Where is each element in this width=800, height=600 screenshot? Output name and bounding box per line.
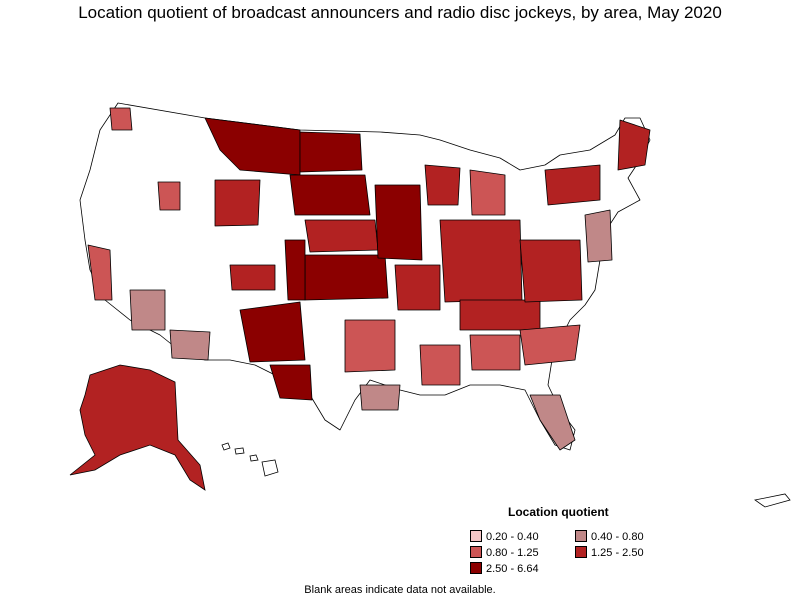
region-north-dakota bbox=[299, 131, 363, 173]
region-oklahoma-texas bbox=[344, 319, 396, 373]
region-kansas bbox=[304, 254, 389, 301]
legend-label: 1.25 - 2.50 bbox=[591, 547, 644, 559]
region-wisconsin bbox=[424, 164, 461, 206]
region-missouri bbox=[394, 264, 441, 311]
region-new-mexico bbox=[239, 301, 306, 363]
legend-swatch bbox=[575, 546, 587, 558]
legend-title: Location quotient bbox=[508, 505, 609, 519]
legend-item: 2.50 - 6.64 bbox=[470, 562, 539, 576]
region-hawaii-1 bbox=[221, 442, 231, 451]
region-carolinas bbox=[519, 324, 581, 366]
legend-label: 2.50 - 6.64 bbox=[486, 563, 539, 575]
region-idaho bbox=[157, 181, 181, 211]
region-mid-atlantic bbox=[584, 209, 613, 263]
region-wyoming bbox=[214, 179, 261, 227]
puerto-rico bbox=[754, 493, 791, 508]
legend-item: 0.40 - 0.80 bbox=[575, 530, 644, 544]
region-alaska bbox=[69, 364, 206, 491]
region-louisiana-ms bbox=[419, 344, 461, 386]
region-az-south bbox=[169, 329, 211, 361]
legend-swatch bbox=[575, 530, 587, 542]
region-hawaii-4 bbox=[261, 459, 279, 477]
region-south-dakota bbox=[289, 174, 371, 216]
region-kentucky bbox=[459, 299, 541, 331]
legend-swatch bbox=[470, 530, 482, 542]
region-iowa-mn bbox=[374, 184, 423, 261]
legend-item: 0.20 - 0.40 bbox=[470, 530, 539, 544]
region-california-coast bbox=[87, 244, 113, 301]
region-gulf-tx bbox=[359, 384, 401, 411]
region-maine bbox=[617, 119, 651, 171]
legend-item: 0.80 - 1.25 bbox=[470, 546, 539, 560]
region-colorado-east bbox=[284, 239, 306, 301]
region-michigan bbox=[469, 169, 506, 216]
region-montana bbox=[204, 117, 301, 176]
contiguous-us bbox=[79, 102, 651, 451]
legend-label: 0.80 - 1.25 bbox=[486, 547, 539, 559]
region-nebraska bbox=[304, 219, 379, 253]
legend-swatch bbox=[470, 562, 482, 574]
region-hawaii-2 bbox=[234, 447, 245, 455]
alaska bbox=[69, 364, 206, 491]
region-hawaii-3 bbox=[249, 454, 259, 462]
region-florida bbox=[529, 394, 576, 451]
legend-item: 1.25 - 2.50 bbox=[575, 546, 644, 560]
map-title: Location quotient of broadcast announcer… bbox=[78, 3, 722, 22]
region-washington bbox=[109, 107, 133, 131]
legend-swatch bbox=[470, 546, 482, 558]
region-appalachia bbox=[519, 239, 583, 303]
region-ny bbox=[544, 164, 601, 206]
legend-label: 0.20 - 0.40 bbox=[486, 531, 539, 543]
hawaii bbox=[221, 442, 279, 477]
region-west-texas bbox=[269, 364, 313, 401]
region-alabama-ga bbox=[469, 334, 521, 371]
footnote: Blank areas indicate data not available. bbox=[304, 584, 496, 596]
region-puerto-rico bbox=[754, 493, 791, 508]
region-ohio-valley bbox=[439, 219, 523, 303]
region-utah-mid bbox=[229, 264, 276, 291]
legend-label: 0.40 - 0.80 bbox=[591, 531, 644, 543]
region-arizona bbox=[129, 289, 166, 331]
